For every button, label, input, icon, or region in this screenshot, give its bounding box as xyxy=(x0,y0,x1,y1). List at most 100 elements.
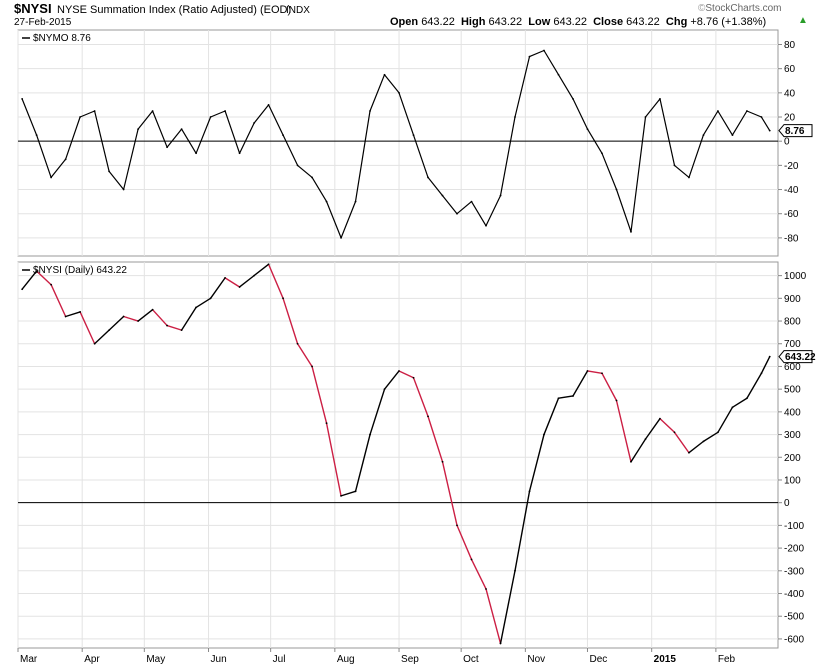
data-point xyxy=(369,433,371,436)
panel-legend: $NYMO 8.76 xyxy=(22,33,91,44)
high-value: 643.22 xyxy=(488,16,523,28)
last-value-box xyxy=(778,124,813,138)
y-tick-label: -300 xyxy=(784,566,804,577)
data-point xyxy=(659,417,661,420)
data-point xyxy=(427,415,429,418)
panel-label: $NYSI (Daily) 643.22 xyxy=(33,265,127,276)
data-point xyxy=(659,97,661,100)
data-point xyxy=(688,176,690,179)
watermark: ©StockCharts.com xyxy=(698,2,782,15)
series-segment xyxy=(441,461,458,527)
series-segment xyxy=(543,397,560,436)
y-tick-label: 700 xyxy=(784,339,801,350)
data-point xyxy=(354,490,357,493)
series-segment xyxy=(717,406,734,433)
series-segment xyxy=(572,370,589,397)
data-point xyxy=(180,128,183,131)
y-tick-label: 400 xyxy=(784,407,801,418)
data-point xyxy=(499,642,502,645)
data-point xyxy=(50,283,53,286)
data-point xyxy=(296,164,299,167)
data-point xyxy=(137,128,140,131)
data-point xyxy=(528,490,531,493)
data-point xyxy=(746,397,748,400)
series-segment xyxy=(108,315,125,331)
series-segment xyxy=(64,311,81,318)
y-tick-label: 600 xyxy=(784,362,801,373)
series-segment xyxy=(659,417,676,433)
series-segment xyxy=(209,277,226,300)
series-segment xyxy=(238,274,255,288)
series-segment xyxy=(615,399,632,463)
series-segment xyxy=(93,329,110,345)
data-point xyxy=(514,569,516,572)
y-tick-label: -100 xyxy=(784,521,804,532)
data-point xyxy=(267,104,270,106)
x-tick-label: Apr xyxy=(84,654,100,665)
data-point xyxy=(441,194,444,197)
panel-label: $NYMO 8.76 xyxy=(33,33,91,44)
series-segment xyxy=(528,433,545,493)
data-point xyxy=(731,134,734,137)
data-point xyxy=(412,376,415,379)
x-tick-label: May xyxy=(146,654,165,665)
data-point xyxy=(93,342,96,345)
last-value-label: 643.22 xyxy=(785,352,816,363)
series-segment xyxy=(557,395,574,399)
open-value: 643.22 xyxy=(421,16,455,28)
data-point xyxy=(543,49,545,52)
x-tick-label: Sep xyxy=(401,654,419,665)
data-point xyxy=(731,406,734,409)
y-tick-label: 20 xyxy=(784,113,796,124)
y-tick-label: -400 xyxy=(784,589,804,600)
x-tick-label: Feb xyxy=(718,654,736,665)
data-point xyxy=(768,129,771,132)
x-tick-label: Nov xyxy=(527,654,545,665)
nymo-panel: 80 60 40 20 0 -20 -40 -60 -80 $NYMO 8.76 8.76 xyxy=(18,33,813,244)
data-point xyxy=(470,558,473,561)
data-point xyxy=(195,152,197,155)
x-tick-label: Dec xyxy=(589,654,607,665)
series-segment xyxy=(398,370,415,379)
data-point xyxy=(702,440,705,443)
data-point xyxy=(760,116,763,118)
up-arrow-icon: ▲ xyxy=(798,15,808,26)
x-tick-label: 2015 xyxy=(654,654,677,665)
data-point xyxy=(601,372,603,375)
y-tick-label: 800 xyxy=(784,317,801,328)
y-tick-label: 80 xyxy=(784,40,796,51)
last-value-tag: 8.76 xyxy=(778,124,813,138)
data-point xyxy=(702,134,705,137)
x-tick-label: Aug xyxy=(337,654,355,665)
chg-label: Chg xyxy=(665,16,688,28)
data-point xyxy=(180,329,183,332)
data-point xyxy=(238,152,241,155)
series-segment xyxy=(499,570,516,645)
series-segment xyxy=(412,377,429,418)
data-point xyxy=(441,460,444,463)
y-tick-label: -40 xyxy=(784,185,799,196)
last-value-tag: 643.22 xyxy=(778,350,816,364)
y-tick-label: -60 xyxy=(784,209,799,220)
x-tick-label: Mar xyxy=(20,654,38,665)
series-segment xyxy=(253,263,270,277)
data-point xyxy=(717,110,719,112)
data-point xyxy=(224,276,226,279)
data-point xyxy=(64,158,67,161)
y-tick-label: 60 xyxy=(784,64,796,75)
data-point xyxy=(238,286,241,288)
data-point xyxy=(572,395,574,397)
data-point xyxy=(311,365,313,368)
data-point xyxy=(586,128,589,131)
series-segment xyxy=(282,297,299,345)
data-point xyxy=(398,370,400,372)
series-segment xyxy=(166,324,183,331)
low-value: 643.22 xyxy=(553,16,587,28)
series-segment xyxy=(151,308,168,327)
series-segment xyxy=(485,588,502,645)
y-tick-label: -20 xyxy=(784,161,799,172)
series-segment xyxy=(325,422,342,497)
close-label: Close xyxy=(593,16,624,28)
data-point xyxy=(79,116,82,118)
series-segment xyxy=(267,263,284,300)
